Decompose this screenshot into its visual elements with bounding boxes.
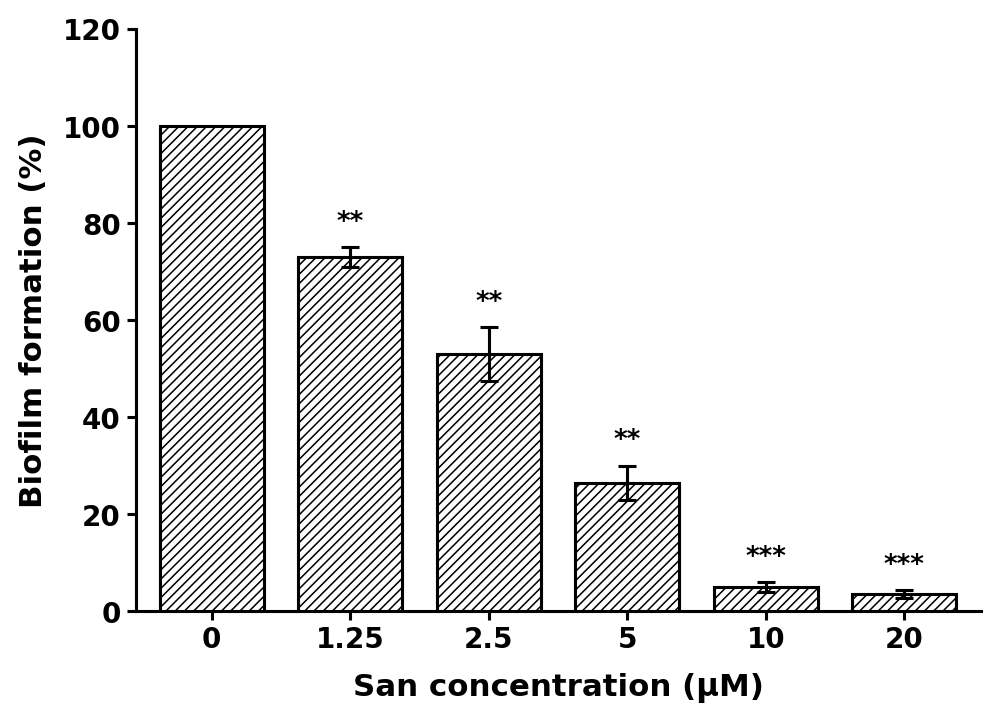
X-axis label: San concentration (μM): San concentration (μM) — [353, 673, 763, 702]
Text: **: ** — [337, 210, 364, 236]
Bar — [160, 126, 264, 611]
Bar — [299, 257, 403, 611]
Bar — [437, 355, 540, 611]
Bar — [575, 483, 679, 611]
Bar — [714, 587, 818, 611]
Text: ***: *** — [884, 552, 925, 578]
Text: **: ** — [476, 290, 502, 316]
Bar — [852, 594, 956, 611]
Text: **: ** — [613, 428, 641, 454]
Y-axis label: Biofilm formation (%): Biofilm formation (%) — [19, 133, 48, 508]
Text: ***: *** — [745, 544, 786, 570]
